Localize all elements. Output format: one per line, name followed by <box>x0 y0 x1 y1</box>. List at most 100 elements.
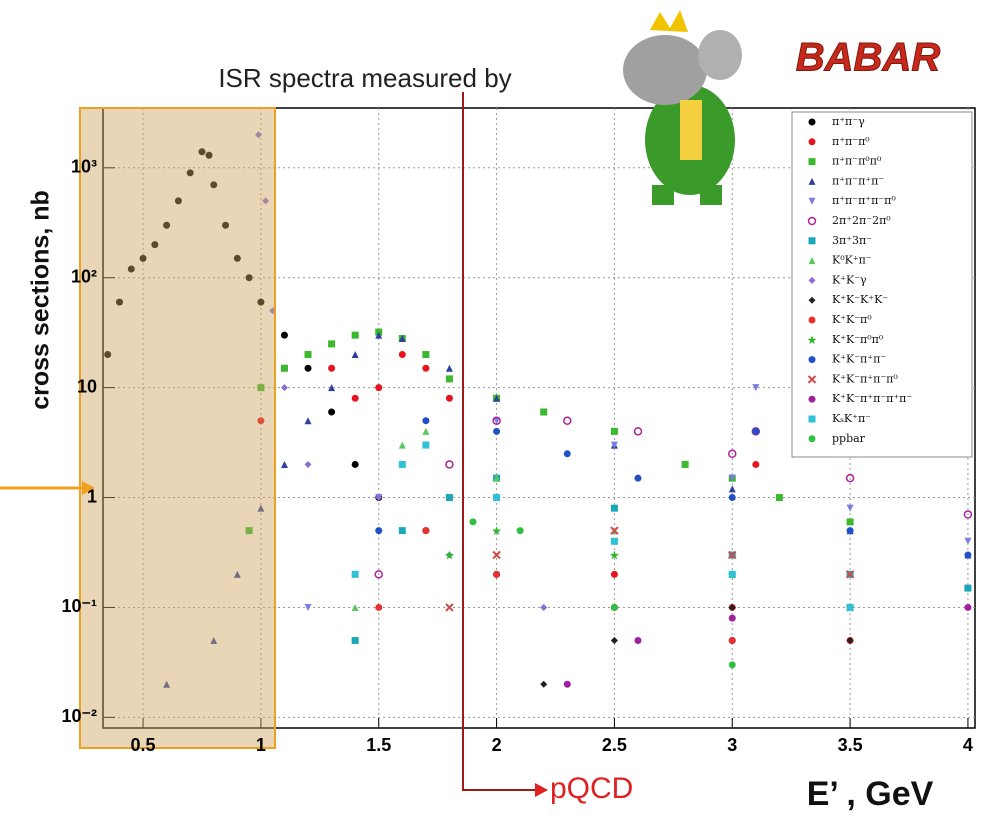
point <box>469 518 477 526</box>
legend-marker <box>808 118 816 126</box>
legend-label: K⁺K⁻π⁺π⁻π⁰ <box>832 372 898 385</box>
point <box>540 680 548 688</box>
point <box>304 364 312 372</box>
point <box>728 603 736 611</box>
title: ISR spectra measured by <box>218 63 511 93</box>
legend-label: K⁺K⁻π⁰π⁰ <box>832 333 884 346</box>
point <box>174 197 182 205</box>
point <box>151 241 159 249</box>
point <box>752 427 760 435</box>
legend-label: K⁺K⁻π⁺π⁻ <box>832 353 886 366</box>
point <box>398 460 406 468</box>
legend-marker <box>807 375 817 384</box>
point <box>610 504 618 512</box>
point <box>845 570 855 579</box>
point <box>245 274 253 282</box>
point <box>222 221 230 229</box>
point <box>963 510 973 519</box>
point <box>728 570 736 578</box>
point <box>540 603 548 611</box>
point <box>351 570 359 578</box>
x-tick-label: 1 <box>256 735 266 755</box>
point <box>375 494 383 502</box>
legend-marker <box>808 197 816 205</box>
point <box>257 384 265 392</box>
point <box>493 474 501 482</box>
point <box>728 637 736 645</box>
point <box>444 550 454 560</box>
legend-marker <box>807 335 817 345</box>
point <box>115 298 123 306</box>
point <box>610 441 618 449</box>
point <box>233 570 241 578</box>
point <box>280 460 288 468</box>
point <box>351 637 359 645</box>
point <box>752 384 760 392</box>
point <box>422 527 430 535</box>
x-axis-label: E’ , GeV <box>807 775 934 813</box>
point <box>127 265 135 273</box>
pqcd-arrow <box>462 92 538 791</box>
point <box>964 551 972 559</box>
point <box>563 450 571 458</box>
x-tick-label: 2.5 <box>602 735 627 755</box>
point <box>280 364 288 372</box>
pqcd-arrow-head <box>535 783 548 797</box>
legend-label: 3π⁺3π⁻ <box>832 234 872 247</box>
point <box>304 603 312 611</box>
legend-marker <box>808 435 816 443</box>
point <box>752 460 760 468</box>
legend-label: K⁺K⁻π⁺π⁻π⁺π⁻ <box>832 392 912 405</box>
point <box>610 570 618 578</box>
legend-label: ppbar <box>832 432 866 445</box>
point <box>398 441 406 449</box>
point <box>728 449 737 459</box>
x-tick-label: 3.5 <box>838 735 863 755</box>
point <box>846 603 854 611</box>
point <box>610 637 618 645</box>
point <box>351 351 359 359</box>
legend-marker <box>808 158 816 166</box>
y-tick-label: 1 <box>87 486 97 506</box>
annotation: pQCD <box>550 772 633 805</box>
point <box>445 460 454 469</box>
point <box>328 408 336 416</box>
legend-label: π⁺π⁻π⁰π⁰ <box>832 155 882 168</box>
point <box>351 603 359 611</box>
point <box>634 637 642 645</box>
mascot-head <box>623 35 707 105</box>
mascot-crown <box>650 10 688 32</box>
point <box>328 384 336 392</box>
legend-marker <box>808 257 816 265</box>
point <box>304 351 312 359</box>
mascot-ear <box>698 30 742 80</box>
orange-arrow-head <box>82 481 95 495</box>
point <box>422 417 430 425</box>
point <box>445 494 453 502</box>
point <box>374 570 383 579</box>
point <box>492 550 501 560</box>
point <box>139 254 147 262</box>
point <box>728 661 736 669</box>
point <box>492 416 501 425</box>
legend-label: K⁺K⁻γ <box>832 273 867 286</box>
point <box>610 526 619 535</box>
point <box>205 151 213 159</box>
y-tick-label: 10³ <box>71 157 97 177</box>
point <box>493 417 501 425</box>
point <box>634 474 642 482</box>
point <box>375 384 383 392</box>
x-tick-label: 1.5 <box>366 735 391 755</box>
logo: BABAR <box>796 36 941 80</box>
legend-label: KₛK⁺π⁻ <box>832 412 871 425</box>
point <box>257 417 265 425</box>
point <box>398 351 406 359</box>
point <box>163 221 171 229</box>
point <box>257 504 265 512</box>
legend-marker <box>807 216 817 226</box>
point <box>210 637 218 645</box>
point <box>328 364 336 372</box>
legend-label: π⁺π⁻π⁺π⁻ <box>832 174 884 187</box>
mascot <box>623 10 742 205</box>
point <box>245 527 253 535</box>
